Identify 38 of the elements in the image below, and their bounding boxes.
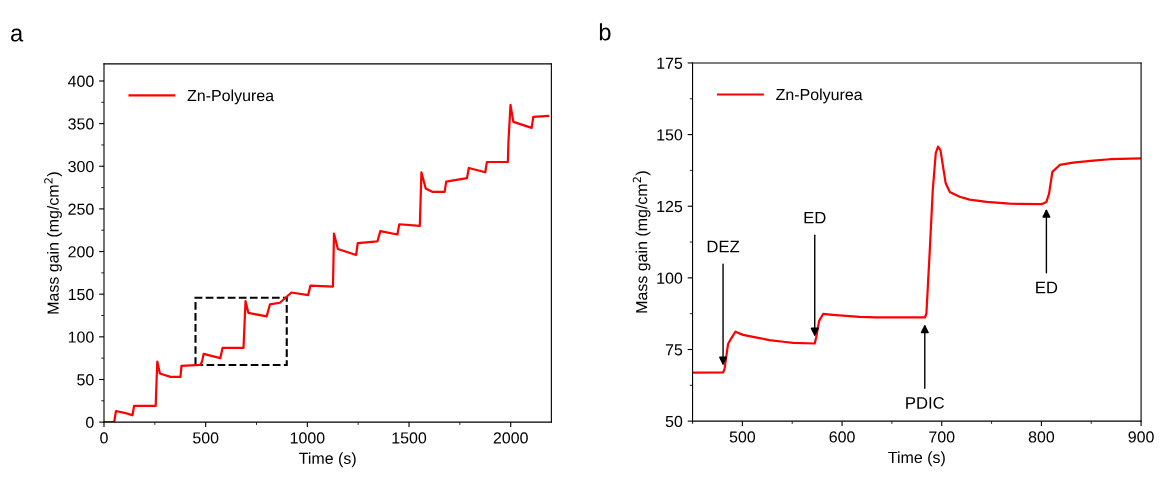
annotation: ED: [804, 211, 826, 224]
x-tick-label: 1500: [392, 432, 427, 444]
y-tick-label: 250: [68, 203, 94, 215]
x-tick-label: 0: [100, 432, 108, 444]
x-axis-title: Time (s): [888, 451, 945, 467]
annotation: DEZ: [707, 240, 740, 253]
y-tick-label: 50: [665, 415, 683, 428]
x-tick-label: 700: [929, 431, 955, 443]
legend-label: Zn-Polyurea: [187, 89, 275, 105]
legend-label: Zn-Polyurea: [776, 88, 863, 104]
x-tick-label: 1000: [290, 432, 325, 444]
x-tick-label: 800: [1028, 431, 1055, 443]
y-tick-label: 200: [68, 246, 94, 258]
y-tick-label: 350: [68, 118, 94, 130]
line-series: [692, 145, 1141, 374]
y-tick-label: 175: [657, 57, 683, 69]
y-tick-label: 100: [657, 272, 683, 284]
x-tick-label: 2000: [493, 432, 528, 444]
y-tick-label: 400: [68, 75, 94, 87]
y-axis-title: Mass gain (mg/cm$^{2}$): [44, 172, 62, 314]
annotation: ED: [1036, 281, 1058, 294]
x-tick-label: 600: [829, 431, 855, 443]
y-tick-label: 300: [68, 160, 94, 173]
y-tick-label: 150: [68, 288, 94, 301]
annotation: PDIC: [906, 397, 945, 409]
y-tick-label: 0: [86, 416, 94, 429]
x-axis-title: Time (s): [299, 452, 356, 468]
x-tick-label: 500: [729, 431, 756, 443]
y-axis-title: Mass gain (mg/cm$^{2}$): [632, 171, 651, 313]
chart-title: a: [11, 28, 24, 42]
x-tick-label: 500: [192, 432, 219, 444]
y-tick-label: 125: [657, 200, 683, 213]
y-tick-label: 150: [657, 129, 683, 141]
y-tick-label: 75: [665, 344, 683, 356]
y-tick-label: 50: [77, 374, 94, 386]
chart-title: b: [599, 23, 611, 41]
y-tick-label: 100: [68, 331, 94, 343]
x-tick-label: 900: [1128, 431, 1154, 443]
